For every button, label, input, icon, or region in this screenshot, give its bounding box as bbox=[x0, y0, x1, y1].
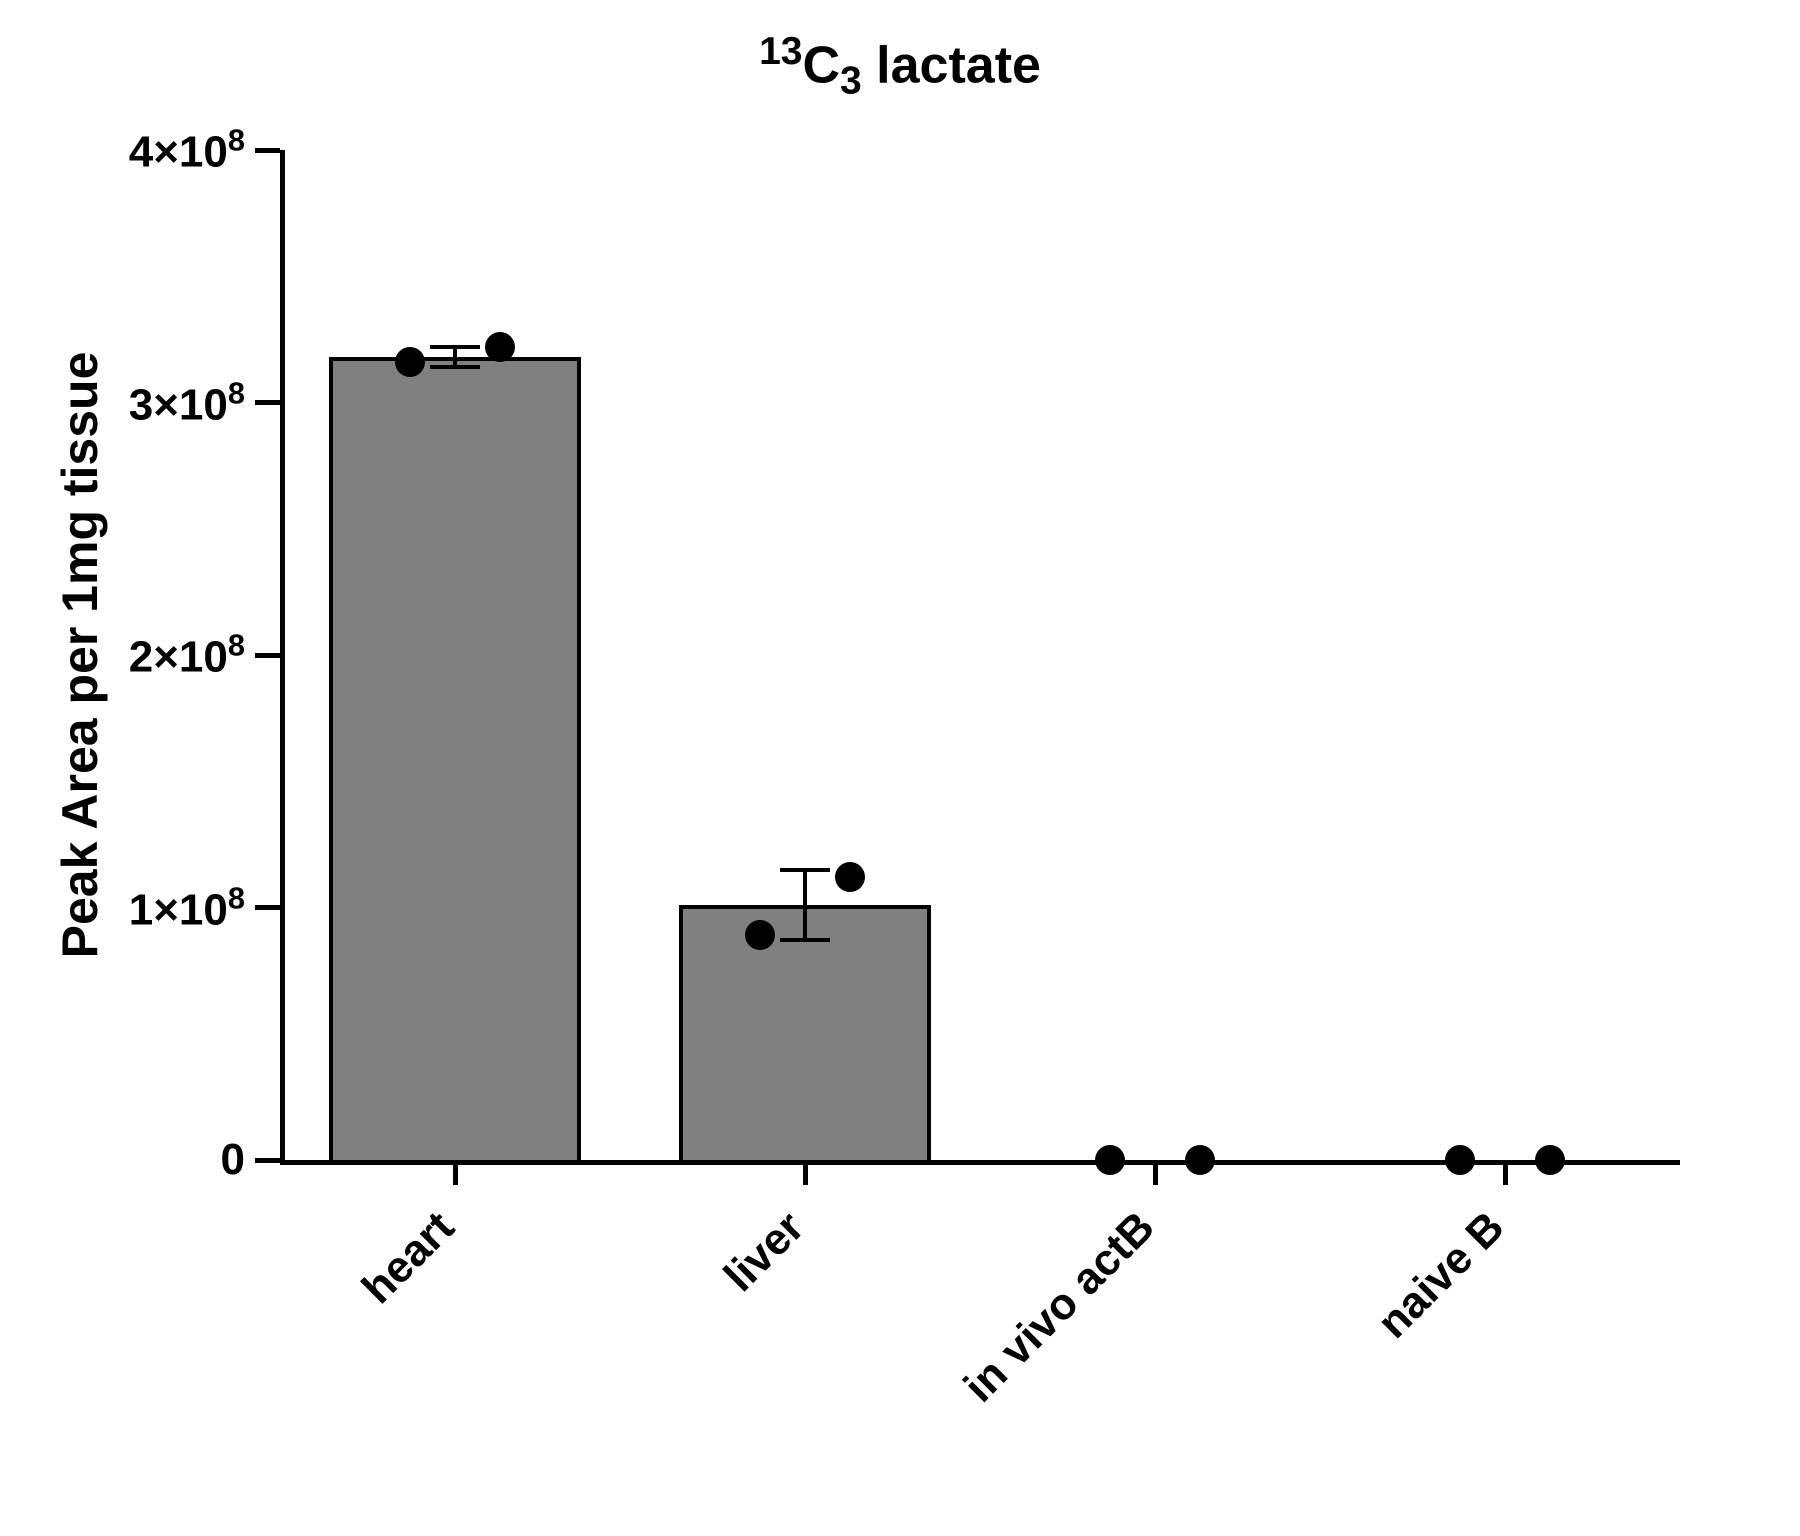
x-tick-label: heart bbox=[353, 1202, 464, 1313]
y-axis bbox=[280, 150, 285, 1160]
y-tick-label: 4×108 bbox=[129, 123, 245, 178]
plot-area: 01×1082×1083×1084×108heartliverin vivo a… bbox=[280, 150, 1680, 1160]
data-point bbox=[1095, 1145, 1125, 1175]
error-bar bbox=[803, 870, 807, 941]
bar bbox=[679, 905, 931, 1160]
y-tick-label: 2×108 bbox=[129, 628, 245, 683]
lactate-chart: 13C3 lactate 01×1082×1083×1084×108heartl… bbox=[0, 0, 1800, 1536]
x-tick bbox=[1503, 1160, 1508, 1185]
x-tick-label: liver bbox=[715, 1202, 814, 1301]
x-tick bbox=[453, 1160, 458, 1185]
bar bbox=[329, 357, 581, 1160]
error-cap bbox=[780, 868, 830, 872]
y-tick bbox=[255, 400, 280, 405]
chart-title: 13C3 lactate bbox=[0, 30, 1800, 104]
x-tick bbox=[1153, 1160, 1158, 1185]
data-point bbox=[835, 862, 865, 892]
x-tick-label: naive B bbox=[1369, 1202, 1515, 1348]
y-tick bbox=[255, 148, 280, 153]
y-tick-label: 3×108 bbox=[129, 375, 245, 430]
y-tick bbox=[255, 653, 280, 658]
data-point bbox=[1185, 1145, 1215, 1175]
error-cap bbox=[430, 365, 480, 369]
x-tick-label: in vivo actB bbox=[955, 1202, 1165, 1412]
error-cap bbox=[430, 345, 480, 349]
y-tick bbox=[255, 1158, 280, 1163]
data-point bbox=[745, 920, 775, 950]
data-point bbox=[1535, 1145, 1565, 1175]
data-point bbox=[1445, 1145, 1475, 1175]
data-point bbox=[485, 332, 515, 362]
error-bar bbox=[453, 347, 457, 367]
data-point bbox=[395, 347, 425, 377]
error-cap bbox=[780, 938, 830, 942]
y-tick-label: 1×108 bbox=[129, 880, 245, 935]
y-tick bbox=[255, 905, 280, 910]
y-tick-label: 0 bbox=[221, 1135, 245, 1185]
y-axis-label: Peak Area per 1mg tissue bbox=[51, 352, 109, 959]
x-tick bbox=[803, 1160, 808, 1185]
